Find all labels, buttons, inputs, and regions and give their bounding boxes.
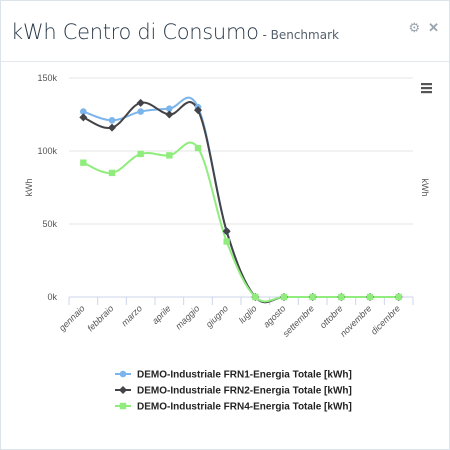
- x-tick-label: ottobre: [318, 303, 345, 330]
- hamburger-menu-icon[interactable]: [421, 83, 432, 94]
- x-tick-label: marzo: [119, 303, 144, 328]
- y-tick-label: 50k: [42, 219, 57, 229]
- panel-subtitle: - Benchmark: [258, 28, 339, 42]
- data-point-series-3[interactable]: [280, 293, 288, 301]
- data-point-series-2[interactable]: [222, 227, 231, 236]
- data-point-series-3[interactable]: [309, 293, 316, 301]
- data-point-series-3[interactable]: [395, 293, 402, 301]
- series-line-3: [82, 141, 399, 303]
- data-point-series-1[interactable]: [137, 108, 144, 115]
- data-point-series-1[interactable]: [166, 105, 173, 112]
- x-tick-label: novembre: [338, 303, 373, 338]
- data-point-series-2[interactable]: [194, 106, 202, 115]
- x-tick-label: luglio: [237, 303, 259, 325]
- x-tick-label: aprile: [150, 303, 173, 326]
- x-tick-label: settembre: [281, 303, 316, 338]
- x-tick-label: gennaio: [57, 303, 87, 333]
- data-point-series-3[interactable]: [166, 152, 173, 159]
- series-line-2: [82, 101, 399, 304]
- legend-marker[interactable]: [119, 386, 127, 394]
- y-tick-label: 100k: [37, 146, 57, 156]
- data-point-series-1[interactable]: [108, 117, 116, 124]
- header-icons: ⚙ ✕: [408, 21, 439, 35]
- data-point-series-3[interactable]: [80, 159, 87, 166]
- title-text: kWh Centro di Consumo: [11, 20, 259, 44]
- y-tick-label: 150k: [37, 73, 57, 83]
- legend-marker[interactable]: [119, 370, 127, 378]
- panel-header: kWh Centro di Consumo - Benchmark ⚙ ✕: [1, 1, 449, 62]
- data-point-series-2[interactable]: [108, 123, 116, 132]
- y-tick-label: 0k: [47, 292, 57, 302]
- data-point-series-2[interactable]: [79, 113, 88, 122]
- x-tick-label: febbraio: [85, 303, 115, 333]
- data-point-series-3[interactable]: [223, 238, 230, 245]
- legend-marker[interactable]: [119, 402, 127, 410]
- x-tick-label: giugno: [204, 303, 230, 329]
- data-point-series-3[interactable]: [108, 169, 116, 177]
- legend-item-2[interactable]: DEMO-Industriale FRN2-Energia Totale [kW…: [137, 386, 352, 397]
- data-point-series-3[interactable]: [137, 150, 144, 158]
- close-icon[interactable]: ✕: [428, 20, 439, 35]
- data-point-series-3[interactable]: [194, 144, 202, 152]
- data-point-series-2[interactable]: [165, 110, 174, 119]
- x-tick-label: dicembre: [369, 303, 402, 336]
- data-point-series-1[interactable]: [80, 108, 87, 115]
- gear-icon[interactable]: ⚙: [408, 20, 421, 35]
- x-tick-label: agosto: [261, 303, 287, 329]
- panel-title: kWh Centro di Consumo - Benchmark: [11, 20, 339, 44]
- x-tick-label: maggio: [173, 303, 201, 331]
- y-axis-title-left: kWh: [24, 179, 34, 197]
- legend-item-1[interactable]: DEMO-Industriale FRN1-Energia Totale [kW…: [137, 370, 352, 381]
- y-axis-title-right: kWh: [420, 179, 430, 197]
- data-point-series-3[interactable]: [252, 293, 259, 301]
- data-point-series-3[interactable]: [338, 293, 345, 301]
- legend-item-3[interactable]: DEMO-Industriale FRN4-Energia Totale [kW…: [137, 402, 352, 413]
- data-point-series-2[interactable]: [136, 98, 145, 107]
- data-point-series-3[interactable]: [366, 293, 374, 301]
